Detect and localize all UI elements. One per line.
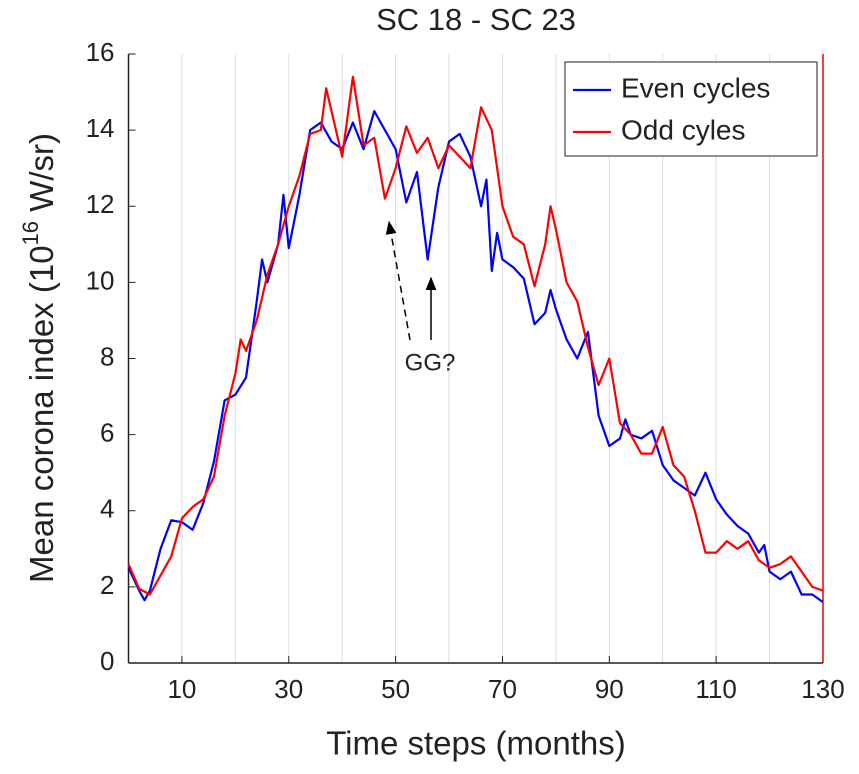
y-tick-label: 2 (100, 570, 114, 600)
series-line (127, 109, 824, 603)
x-tick-label: 110 (695, 674, 736, 704)
x-axis-label: Time steps (months) (326, 725, 626, 762)
y-tick-label: 0 (100, 646, 114, 676)
x-tick-label: 130 (801, 674, 844, 704)
y-tick-label: 12 (86, 189, 115, 219)
legend-label: Even cycles (621, 72, 770, 103)
x-tick-label: 10 (167, 674, 196, 704)
y-tick-label: 10 (86, 265, 115, 295)
legend-box (564, 61, 818, 157)
x-tick-label: 70 (488, 674, 517, 704)
y-axis-label: Mean corona index (1016 W/sr) (18, 133, 60, 583)
y-axis-label-base: Mean corona index (10 (23, 245, 60, 583)
series-line (127, 75, 824, 596)
x-tick-label: 50 (381, 674, 410, 704)
annotation-arrow (385, 220, 411, 341)
y-axis-label-sup: 16 (18, 221, 43, 245)
y-tick-label: 4 (100, 494, 114, 524)
y-tick-label: 16 (86, 37, 115, 67)
y-axis-label-unit: W/sr) (23, 133, 60, 221)
x-tick-label: 90 (595, 674, 624, 704)
chart-title: SC 18 - SC 23 (376, 2, 576, 37)
y-tick-label: 8 (100, 341, 114, 371)
y-tick-label: 6 (100, 418, 114, 448)
x-tick-label: 30 (274, 674, 303, 704)
y-tick-label: 14 (86, 113, 115, 143)
legend-label: Odd cyles (621, 114, 746, 145)
annotation: GG? (405, 349, 456, 376)
